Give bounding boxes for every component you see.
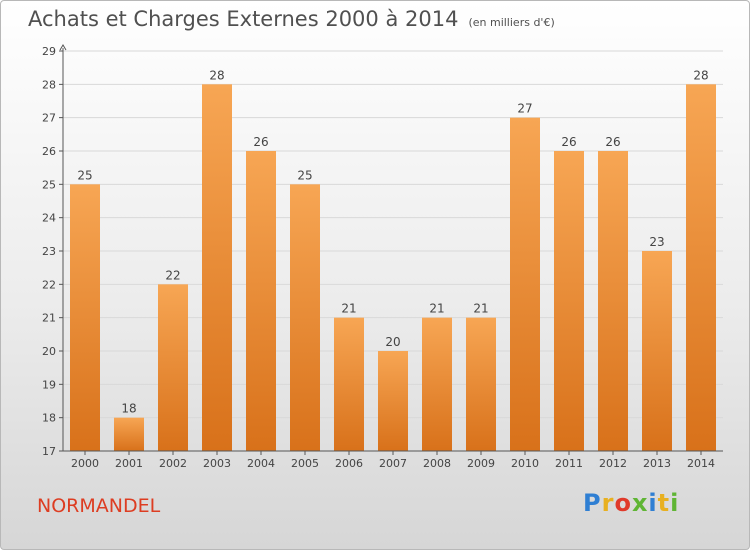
place-name: NORMANDEL xyxy=(37,495,161,517)
chart-title-text: Achats et Charges Externes 2000 à 2014 xyxy=(28,7,459,31)
x-tick-label-2002: 2002 xyxy=(159,457,187,470)
logo-letter: r xyxy=(601,489,615,517)
bar-2014 xyxy=(686,84,716,451)
bar-2008 xyxy=(422,317,452,451)
data-label-2010: 27 xyxy=(517,102,532,116)
data-label-2009: 21 xyxy=(473,302,488,316)
data-label-2000: 25 xyxy=(77,168,92,182)
y-tick-label: 17 xyxy=(42,445,56,458)
x-tick-label-2011: 2011 xyxy=(555,457,583,470)
bar-2013 xyxy=(642,251,672,451)
logo-letter: x xyxy=(631,489,649,517)
data-label-2011: 26 xyxy=(561,135,576,149)
bar-2004 xyxy=(246,151,276,451)
logo-letter: t xyxy=(657,489,671,517)
x-tick-label-2004: 2004 xyxy=(247,457,275,470)
y-tick-label: 28 xyxy=(42,78,56,91)
x-tick-label-2012: 2012 xyxy=(599,457,627,470)
x-tick-label-2007: 2007 xyxy=(379,457,407,470)
y-axis-arrow xyxy=(59,44,67,51)
x-tick-label-2013: 2013 xyxy=(643,457,671,470)
y-tick-label: 25 xyxy=(42,178,56,191)
bar-2000 xyxy=(70,184,100,452)
data-label-2012: 26 xyxy=(605,135,620,149)
bars xyxy=(70,84,716,452)
bar-2005 xyxy=(290,184,320,452)
chart-title: Achats et Charges Externes 2000 à 2014 (e… xyxy=(28,7,555,31)
data-label-2013: 23 xyxy=(649,235,664,249)
data-label-2004: 26 xyxy=(253,135,268,149)
bar-2001 xyxy=(114,417,144,451)
logo-letter: i xyxy=(670,489,680,517)
bar-2011 xyxy=(554,151,584,451)
data-label-2007: 20 xyxy=(385,335,400,349)
x-tick-label-2000: 2000 xyxy=(71,457,99,470)
data-label-2008: 21 xyxy=(429,302,444,316)
x-tick-label-2010: 2010 xyxy=(511,457,539,470)
bar-2010 xyxy=(510,117,540,452)
data-label-2001: 18 xyxy=(121,402,136,416)
y-tick-label: 18 xyxy=(42,412,56,425)
x-tick-label-2006: 2006 xyxy=(335,457,363,470)
y-tick-label: 22 xyxy=(42,278,56,291)
x-tick-label-2014: 2014 xyxy=(687,457,715,470)
data-label-2003: 28 xyxy=(209,68,224,82)
data-label-2005: 25 xyxy=(297,168,312,182)
x-tick-label-2009: 2009 xyxy=(467,457,495,470)
logo-letter: o xyxy=(614,489,632,517)
x-tick-label-2008: 2008 xyxy=(423,457,451,470)
data-label-2006: 21 xyxy=(341,302,356,316)
y-tick-label: 27 xyxy=(42,112,56,125)
y-tick-label: 24 xyxy=(42,212,56,225)
y-tick-label: 20 xyxy=(42,345,56,358)
bar-2009 xyxy=(466,317,496,451)
bar-2002 xyxy=(158,284,188,451)
axes: 17 18 19 20 21 22 23 24 25 26 27 28 29 2000 2001 2002 20… xyxy=(42,44,723,470)
y-tick-label: 29 xyxy=(42,45,56,58)
x-tick-label-2005: 2005 xyxy=(291,457,319,470)
bar-2012 xyxy=(598,151,628,451)
y-tick-label: 19 xyxy=(42,378,56,391)
data-label-2014: 28 xyxy=(693,68,708,82)
data-labels: 25 18 22 28 26 25 21 20 21 21 27 26 26 23 28 xyxy=(77,68,708,415)
x-tick-label-2001: 2001 xyxy=(115,457,143,470)
bar-2003 xyxy=(202,84,232,451)
bar-2007 xyxy=(378,351,408,451)
x-tick-label-2003: 2003 xyxy=(203,457,231,470)
data-label-2002: 22 xyxy=(165,268,180,282)
proxiti-logo: Proxiti xyxy=(583,489,679,517)
y-tick-label: 23 xyxy=(42,245,56,258)
y-tick-label: 21 xyxy=(42,312,56,325)
bar-2006 xyxy=(334,317,364,451)
logo-letter: P xyxy=(583,489,602,517)
chart-unit: (en milliers d'€) xyxy=(468,16,555,29)
logo-letter: i xyxy=(648,489,658,517)
y-tick-label: 26 xyxy=(42,145,56,158)
